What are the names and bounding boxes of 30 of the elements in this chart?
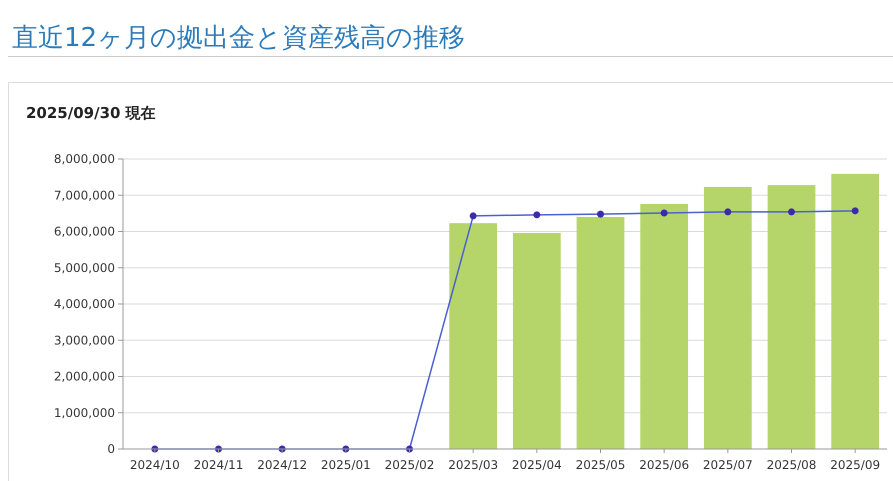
x-tick-label: 2024/11 (194, 458, 244, 472)
y-tick-label: 1,000,000 (54, 406, 115, 420)
x-tick-label: 2025/05 (576, 458, 626, 472)
chart-title: 直近12ヶ月の拠出金と資産残高の推移 (12, 23, 466, 53)
x-tick-label: 2024/12 (257, 458, 308, 472)
x-tick-label: 2025/03 (448, 458, 498, 472)
y-tick-label: 6,000,000 (54, 224, 115, 239)
x-tick-label: 2025/01 (320, 458, 371, 472)
x-tick-label: 2025/04 (512, 458, 562, 472)
x-tick-label: 2025/09 (830, 458, 880, 472)
bar (704, 186, 752, 449)
bar (640, 204, 688, 449)
y-tick-label: 8,000,000 (54, 152, 115, 166)
x-tick-label: 2024/10 (130, 458, 180, 472)
bar (576, 217, 624, 449)
x-tick-label: 2025/02 (384, 458, 434, 472)
bar (449, 223, 498, 449)
y-tick-label: 4,000,000 (54, 297, 115, 312)
x-tick-label: 2025/08 (766, 458, 816, 472)
y-tick-label: 2,000,000 (54, 370, 115, 384)
bar (512, 232, 561, 449)
y-tick-label: 0 (107, 442, 115, 456)
y-tick-label: 7,000,000 (54, 188, 115, 202)
chart-subtitle: 2025/09/30 現在 (26, 104, 156, 122)
bar (768, 185, 816, 449)
x-tick-label: 2025/07 (702, 458, 753, 472)
y-tick-label: 5,000,000 (54, 260, 115, 275)
y-tick-label: 3,000,000 (54, 333, 115, 348)
x-tick-label: 2025/06 (639, 458, 690, 472)
bar (831, 174, 880, 449)
